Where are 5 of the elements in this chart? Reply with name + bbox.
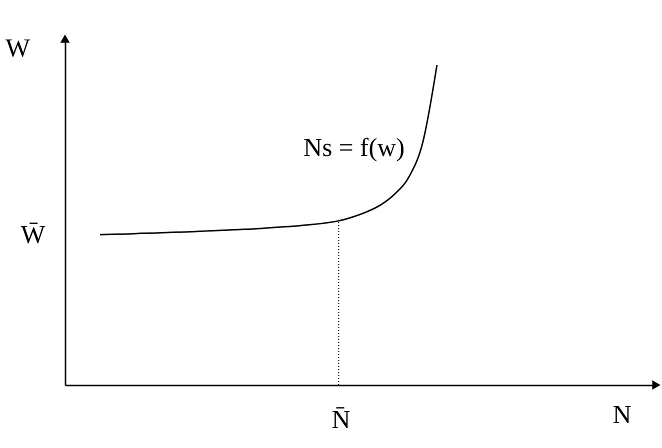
text: N̄ [332,405,351,434]
text: W̄ [20,220,46,249]
series-label: Ns = f(w) [303,133,405,162]
y-axis-title: W [6,34,30,62]
text: N [612,400,632,429]
